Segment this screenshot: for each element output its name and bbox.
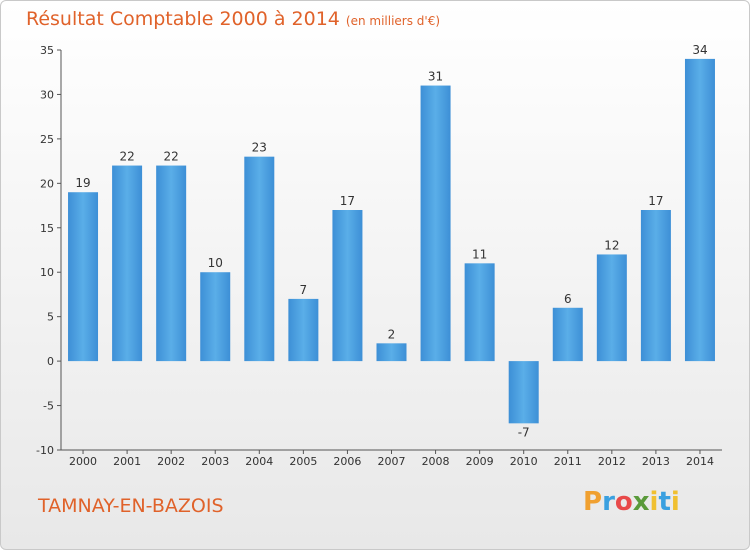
bar [244, 156, 275, 362]
y-tick-label: 10 [40, 266, 54, 279]
x-tick-label: 2007 [378, 455, 406, 468]
bar-value-label: 22 [119, 150, 134, 164]
x-tick-label: 2000 [69, 455, 97, 468]
bar-value-label: 34 [692, 43, 707, 57]
y-tick-label: 20 [40, 177, 54, 190]
bar-value-label: 23 [252, 141, 267, 155]
bar [156, 165, 187, 362]
bar-value-label: 19 [75, 176, 90, 190]
bar-value-label: 10 [208, 256, 223, 270]
y-tick-label: 25 [40, 133, 54, 146]
bar-value-label: 6 [564, 292, 572, 306]
bar-value-label: 7 [300, 283, 308, 297]
x-tick-label: 2001 [113, 455, 141, 468]
bar-value-label: 11 [472, 247, 487, 261]
bar [552, 307, 583, 362]
y-tick-label: -5 [43, 400, 54, 413]
bar [376, 343, 407, 362]
bar-value-label: 22 [164, 150, 179, 164]
x-tick-label: 2003 [201, 455, 229, 468]
bar [200, 272, 231, 362]
x-tick-label: 2011 [554, 455, 582, 468]
x-tick-label: 2014 [686, 455, 714, 468]
bar [508, 361, 539, 424]
x-tick-label: 2005 [289, 455, 317, 468]
bar-value-label: -7 [518, 425, 530, 439]
y-tick-label: 15 [40, 222, 54, 235]
y-tick-label: 0 [47, 355, 54, 368]
bar-value-label: 2 [388, 327, 396, 341]
bar [596, 254, 627, 362]
commune-name: TAMNAY-EN-BAZOIS [38, 495, 224, 517]
y-tick-label: -10 [36, 444, 54, 457]
x-tick-label: 2010 [510, 455, 538, 468]
chart-title-text: Résultat Comptable 2000 à 2014 [26, 8, 340, 30]
x-tick-label: 2009 [466, 455, 494, 468]
bar [68, 192, 99, 362]
x-tick-label: 2008 [422, 455, 450, 468]
x-tick-label: 2006 [333, 455, 361, 468]
bar [288, 298, 319, 362]
y-tick-label: 35 [40, 44, 54, 57]
bar-value-label: 31 [428, 70, 443, 84]
x-tick-label: 2002 [157, 455, 185, 468]
chart-title: Résultat Comptable 2000 à 2014 (en millie… [26, 8, 440, 30]
x-tick-label: 2012 [598, 455, 626, 468]
bar [332, 210, 363, 362]
y-tick-label: 30 [40, 88, 54, 101]
y-tick-label: 5 [47, 311, 54, 324]
bar-value-label: 17 [340, 194, 355, 208]
proxiti-logo[interactable]: Proxiti [583, 487, 680, 517]
chart-unit: (en milliers d'€) [345, 14, 441, 28]
bar [684, 58, 715, 362]
x-tick-label: 2004 [245, 455, 273, 468]
bar-value-label: 12 [604, 238, 619, 252]
bar [640, 210, 671, 362]
bar [420, 85, 451, 362]
x-tick-label: 2013 [642, 455, 670, 468]
bar-value-label: 17 [648, 194, 663, 208]
bar [112, 165, 143, 362]
bar [464, 263, 495, 362]
